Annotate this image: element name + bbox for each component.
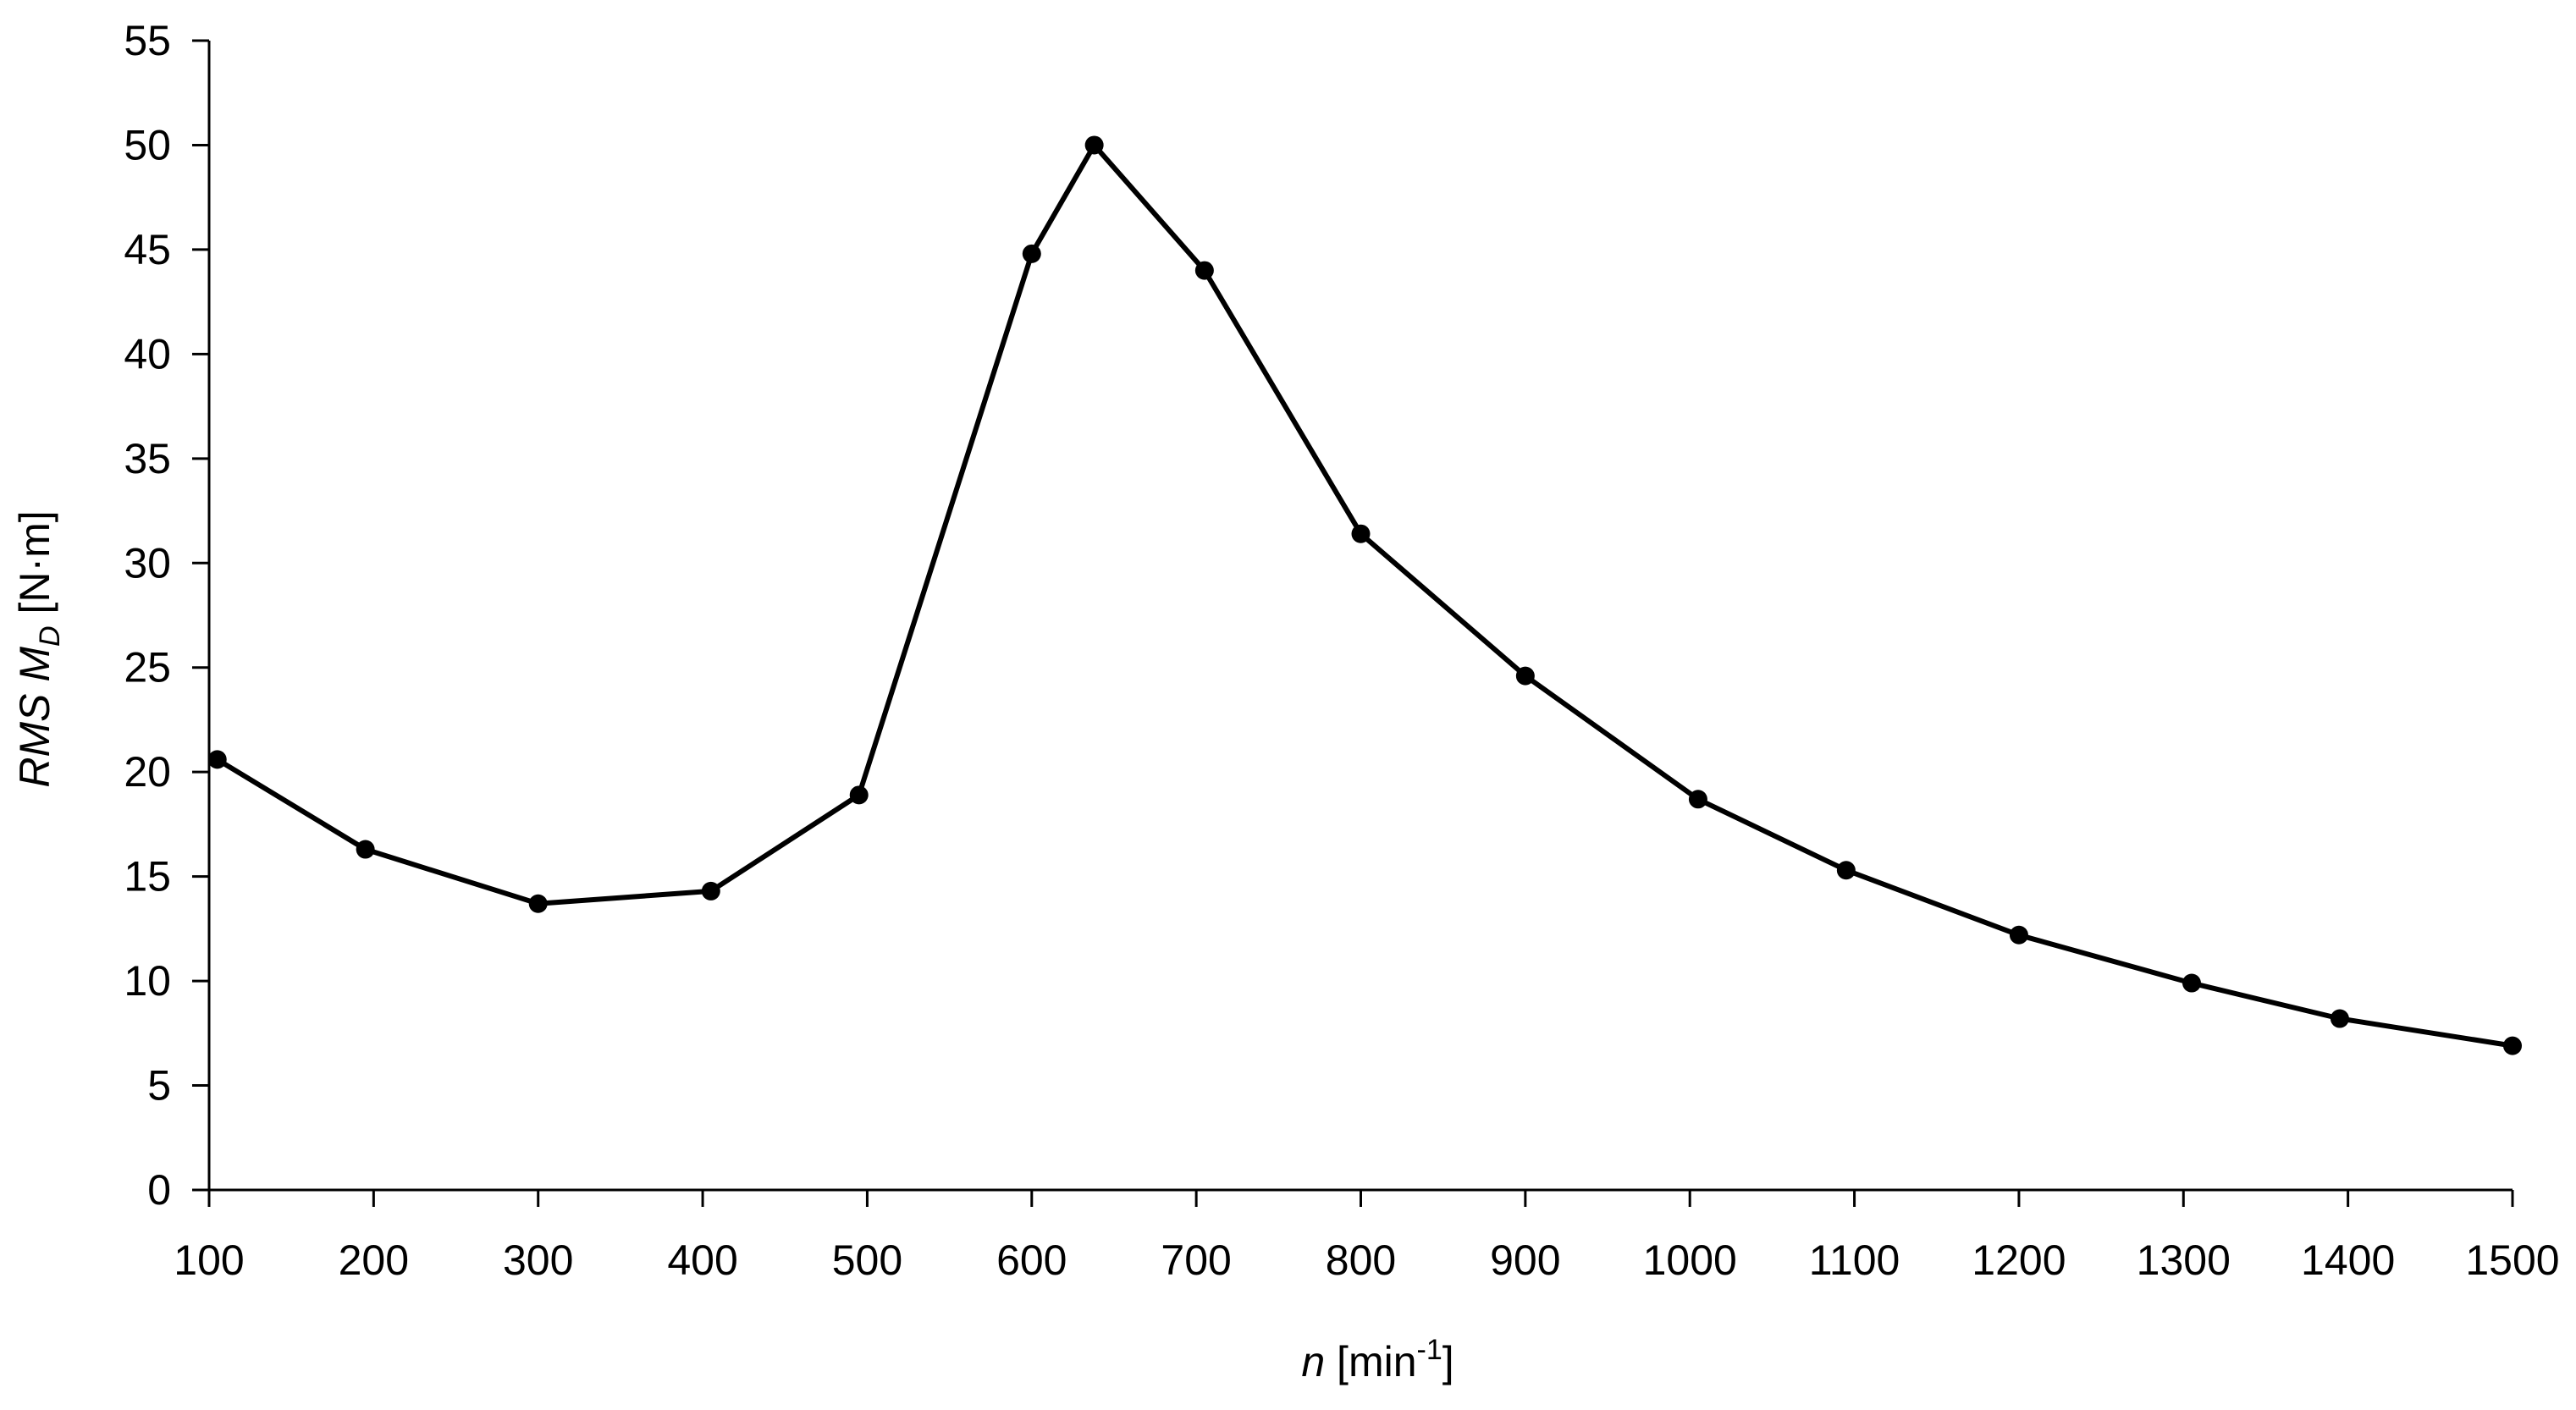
x-tick-label: 1000	[1643, 1237, 1737, 1284]
y-tick-label: 30	[124, 539, 171, 587]
axes	[207, 41, 2513, 1192]
y-axis-title-subscript: D	[34, 625, 66, 647]
y-axis-title-italic: RMS M	[11, 647, 58, 788]
data-point	[2182, 973, 2202, 993]
x-tick-label: 1200	[1972, 1237, 2066, 1284]
x-tick-label: 300	[503, 1237, 573, 1284]
data-point	[849, 785, 869, 805]
series-line	[216, 142, 2513, 1049]
y-tick-label: 50	[124, 121, 171, 168]
y-tick-label: 40	[124, 330, 171, 377]
x-tick-label: 600	[996, 1237, 1067, 1284]
y-tick-label: 55	[124, 17, 171, 64]
y-axis-title-unit: [N·m]	[11, 510, 58, 625]
x-ticks: 100 200 300 400 500 600 700 800 900 1000 1100 1200 1…	[174, 1190, 2560, 1284]
data-point	[1194, 261, 1214, 280]
series-points	[207, 135, 2522, 1055]
x-tick-label: 1100	[1809, 1237, 1900, 1284]
data-point	[207, 750, 227, 769]
y-axis-title: RMS MD [N·m]	[11, 510, 66, 787]
data-point	[2330, 1009, 2349, 1028]
x-axis-title-unit: [min	[1325, 1338, 1416, 1385]
x-axis-title-italic: n	[1301, 1338, 1325, 1385]
x-tick-label: 200	[339, 1237, 409, 1284]
y-tick-label: 35	[124, 435, 171, 482]
x-axis-title-end: ]	[1442, 1338, 1454, 1385]
data-point	[528, 894, 548, 913]
data-point	[2009, 925, 2028, 945]
y-tick-label: 0	[147, 1166, 171, 1214]
x-tick-label: 1400	[2301, 1237, 2395, 1284]
data-point	[1836, 861, 1856, 880]
x-tick-label: 1500	[2465, 1237, 2559, 1284]
x-tick-label: 900	[1490, 1237, 1560, 1284]
x-tick-label: 1300	[2137, 1237, 2231, 1284]
x-axis-title: n [min-1]	[1301, 1334, 1453, 1385]
y-tick-label: 45	[124, 226, 171, 273]
data-point	[2503, 1036, 2522, 1055]
y-ticks: 0 5 10 15 20 25 30 35 40 45 50 55	[124, 17, 209, 1214]
y-tick-label: 10	[124, 957, 171, 1005]
x-axis-title-superscript: -1	[1417, 1334, 1442, 1366]
x-tick-label: 700	[1161, 1237, 1231, 1284]
data-point	[1688, 790, 1707, 809]
y-tick-label: 5	[147, 1062, 171, 1110]
data-point	[1084, 135, 1104, 155]
x-tick-label: 800	[1326, 1237, 1396, 1284]
y-tick-label: 15	[124, 853, 171, 901]
series-lines	[216, 142, 2513, 1049]
y-tick-label: 25	[124, 644, 171, 691]
x-tick-label: 100	[174, 1237, 244, 1284]
data-point	[1515, 666, 1535, 686]
data-point	[1022, 244, 1041, 263]
data-point	[356, 840, 375, 859]
data-point	[1351, 524, 1371, 543]
y-tick-label: 20	[124, 748, 171, 796]
data-point	[701, 881, 720, 901]
x-tick-label: 500	[832, 1237, 902, 1284]
x-tick-label: 400	[667, 1237, 737, 1284]
